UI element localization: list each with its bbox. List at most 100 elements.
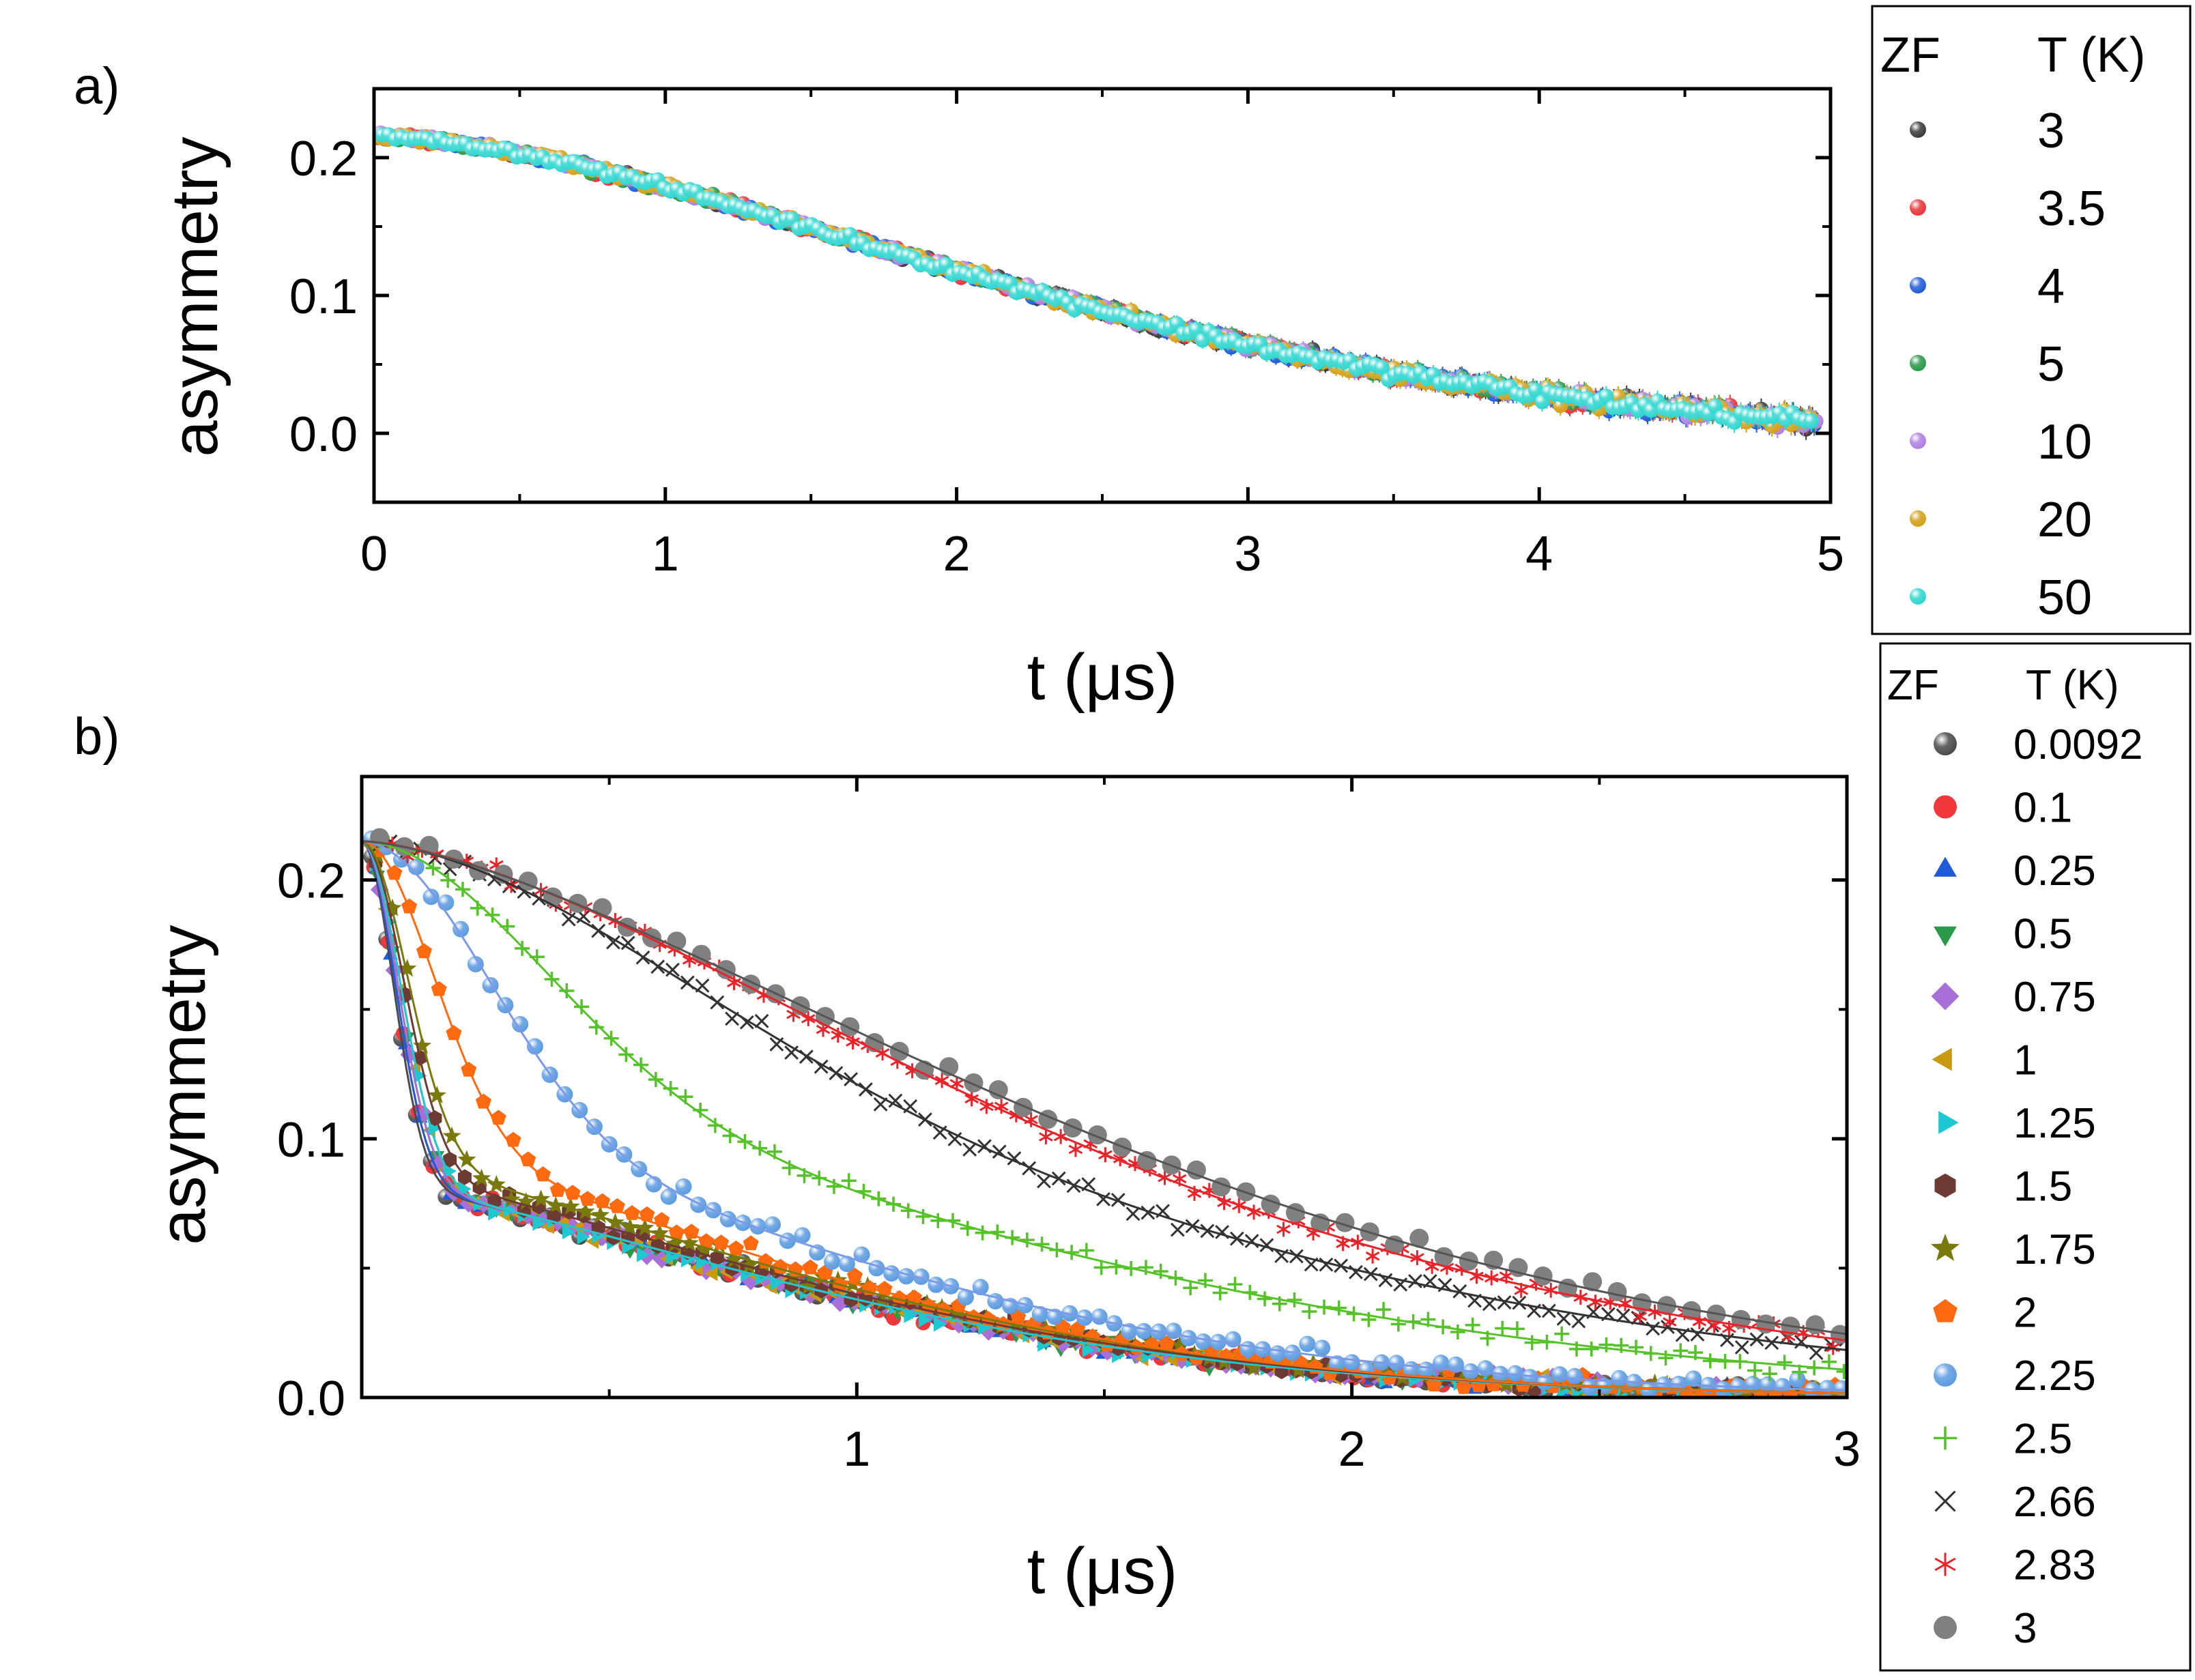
fit-curve-2.83 [362, 840, 1847, 1342]
data-point [947, 1131, 962, 1146]
data-point [888, 1093, 903, 1108]
data-point [1759, 1376, 1776, 1393]
x-tick-label: 4 [1525, 527, 1553, 581]
panel-a-ticks: 0 1 2 3 4 5 0.0 0.1 0.2 [289, 89, 1844, 581]
data-point [824, 1253, 841, 1270]
data-point [422, 888, 440, 906]
data-point [665, 962, 680, 977]
legend-b-marker [1934, 732, 1957, 755]
data-point [801, 1011, 816, 1026]
x-tick-label: 2 [943, 527, 971, 581]
data-point [1302, 1304, 1317, 1320]
data-point [608, 1222, 627, 1241]
data-point [764, 1216, 781, 1233]
data-point [962, 1142, 977, 1157]
data-point [1598, 1337, 1614, 1352]
series-2.66 [368, 834, 1847, 1361]
data-point [754, 1013, 769, 1028]
data-point [1836, 1363, 1847, 1379]
legend-a-marker [1910, 433, 1926, 449]
data-point [979, 1099, 994, 1114]
data-point [1745, 1376, 1762, 1393]
legend-a-marker [1910, 588, 1926, 605]
data-point [1331, 1300, 1347, 1316]
data-point [1014, 1097, 1033, 1117]
legend-a-header-t: T (K) [2037, 28, 2146, 83]
data-point [635, 1218, 655, 1236]
legend-a-label: 5 [2037, 337, 2065, 392]
data-point [1239, 1341, 1257, 1358]
series-2.25 [363, 830, 1847, 1397]
legend-a-marker [1910, 510, 1926, 527]
data-point [588, 1019, 604, 1035]
data-point [739, 1256, 758, 1274]
y-tick-label: 0.0 [277, 1372, 345, 1426]
data-point [561, 1197, 580, 1215]
data-point [1019, 1232, 1035, 1248]
data-point [1533, 1266, 1553, 1286]
data-point [1521, 1369, 1538, 1386]
fit-curve-2.25 [362, 840, 1847, 1392]
legend-a-frame [1871, 5, 2192, 635]
data-point [472, 1168, 491, 1187]
data-point [1452, 1284, 1467, 1299]
data-point [578, 1219, 597, 1237]
x-tick-label: 5 [1817, 527, 1844, 581]
data-point [1509, 1321, 1525, 1337]
data-point [1031, 1305, 1048, 1322]
legend-b-entries: 0.0092 0.1 0.25 0.5 0.75 1 1.25 1.5 1.75 2 2.25 2.5… [1931, 721, 2143, 1652]
data-point [1343, 1354, 1360, 1371]
data-point [618, 1047, 634, 1062]
data-point [826, 1178, 842, 1194]
data-point [1556, 1312, 1571, 1326]
data-point [1467, 1369, 1487, 1387]
data-point [846, 1267, 863, 1283]
legend-b-marker [1934, 795, 1957, 819]
data-point [990, 1224, 1005, 1240]
data-point [1693, 1387, 1710, 1397]
data-point [1495, 1320, 1510, 1336]
legend-b-marker [1934, 1363, 1957, 1387]
data-point [1388, 1355, 1405, 1372]
data-point [1418, 1361, 1435, 1378]
legend-b-label: 2.83 [2013, 1542, 2096, 1589]
data-point [1809, 1346, 1824, 1361]
data-point [1153, 1264, 1168, 1279]
data-point [1376, 1302, 1392, 1318]
legend-b-label: 0.25 [2013, 848, 2096, 895]
data-point [559, 983, 575, 999]
data-point [1646, 1373, 1665, 1391]
data-point [574, 999, 590, 1015]
data-point [1747, 1363, 1763, 1378]
panel-a: a) 0 1 2 3 4 5 0.0 0.1 0.2 t (μs) asymmetry [74, 57, 1844, 714]
data-point [1541, 1303, 1556, 1318]
data-point [1408, 1274, 1422, 1288]
data-point [1524, 1335, 1540, 1350]
panel-a-y-axis-label: asymmetry [158, 136, 231, 457]
panel-b-data [362, 828, 1847, 1397]
data-point [904, 1308, 917, 1323]
data-point [1140, 1205, 1156, 1220]
data-point [1583, 1342, 1599, 1357]
data-point [928, 1276, 945, 1293]
data-point [1690, 1327, 1705, 1342]
panel-a-frame [372, 87, 1833, 504]
y-tick-label: 0.2 [289, 132, 358, 186]
series-2.5 [366, 836, 1847, 1382]
data-point [517, 1192, 536, 1210]
data-point [1287, 1292, 1302, 1307]
legend-b-marker [1934, 926, 1957, 946]
data-point [1165, 1322, 1182, 1339]
legend-b-marker [1933, 1299, 1957, 1322]
legend-b: ZF T (K) 0.0092 0.1 0.25 0.5 0.75 1 1.25 1.5 1.7… [1879, 642, 2192, 1672]
data-point [1365, 1248, 1380, 1264]
data-point [1170, 1335, 1189, 1354]
data-point [1110, 1193, 1125, 1207]
data-point [1663, 1314, 1677, 1330]
legend-b-marker [1934, 1490, 1956, 1512]
data-point [665, 1234, 684, 1252]
data-point [1734, 1340, 1749, 1355]
legend-a-label: 10 [2037, 415, 2092, 469]
y-tick-label: 0.0 [289, 407, 358, 462]
data-point [1774, 1378, 1791, 1395]
